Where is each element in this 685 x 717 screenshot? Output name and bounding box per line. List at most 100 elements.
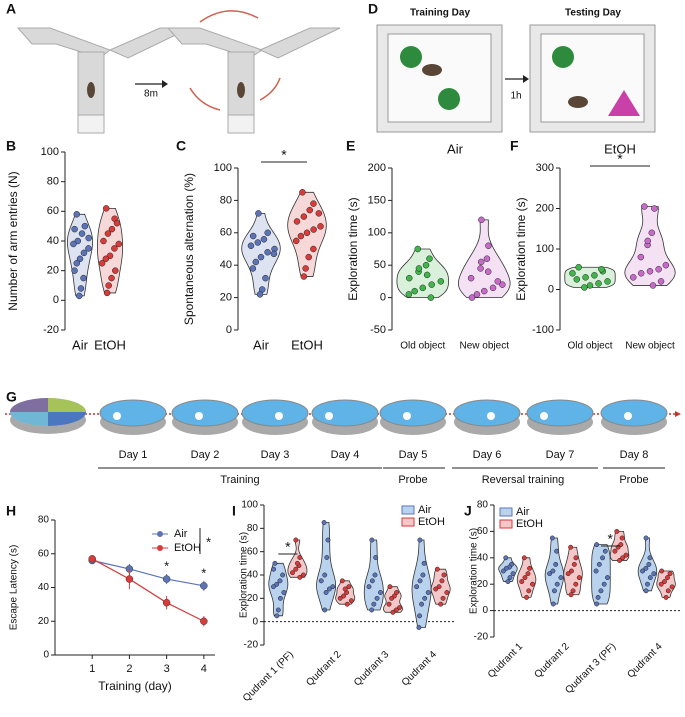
data-point — [393, 607, 399, 613]
data-point — [505, 579, 511, 585]
data-point — [594, 542, 600, 548]
data-point — [665, 588, 671, 594]
data-point — [324, 555, 330, 560]
data-point — [416, 625, 422, 630]
y-tick-label: -100 — [532, 324, 554, 336]
y-tick-label: -20 — [474, 632, 489, 643]
data-point — [342, 586, 348, 592]
data-point — [76, 292, 83, 300]
violin — [591, 544, 611, 605]
panel-label: I — [232, 503, 236, 519]
y-tick-label: 60 — [247, 546, 259, 557]
data-point — [419, 284, 426, 292]
data-point — [629, 274, 637, 281]
y-tick-label: -50 — [370, 324, 386, 336]
data-point — [299, 189, 306, 196]
data-point — [310, 200, 317, 207]
data-point — [576, 575, 582, 581]
violin — [287, 539, 308, 578]
data-point — [662, 579, 667, 585]
data-point — [526, 588, 532, 594]
legend-marker — [157, 531, 163, 537]
y-tick-label: 80 — [47, 176, 59, 188]
data-point — [310, 245, 317, 253]
data-point — [280, 572, 286, 578]
data-point — [554, 548, 560, 554]
data-point — [77, 285, 85, 292]
data-point — [113, 219, 121, 227]
y-tick-label: 50 — [374, 259, 386, 271]
series-line — [91, 558, 205, 622]
data-point — [249, 265, 257, 272]
data-point — [663, 594, 669, 600]
y-tick-label: 40 — [220, 259, 232, 271]
data-point — [293, 566, 299, 572]
y-tick-label: 0 — [482, 605, 488, 616]
data-point — [640, 568, 646, 574]
data-point — [484, 268, 492, 275]
y-tick-label: 20 — [38, 616, 50, 627]
legend-swatch — [401, 505, 415, 515]
data-point — [620, 555, 626, 561]
data-point — [254, 239, 262, 246]
data-point — [302, 265, 309, 272]
data-point — [200, 617, 208, 625]
significance: * — [201, 565, 206, 580]
y-tick-label: 0 — [53, 294, 59, 306]
data-point — [73, 211, 80, 218]
data-point — [571, 561, 577, 567]
data-point — [255, 210, 262, 217]
data-point — [575, 263, 582, 271]
data-point — [527, 565, 533, 571]
y-tick-label: 0 — [548, 283, 554, 295]
phase-label: Probe — [619, 474, 648, 486]
data-point — [623, 552, 629, 558]
data-point — [485, 242, 492, 250]
data-point — [417, 537, 423, 543]
data-point — [439, 578, 445, 584]
data-point — [645, 581, 650, 587]
data-point — [659, 568, 665, 574]
data-point — [658, 581, 664, 587]
x-tick-label: Air — [72, 337, 89, 352]
data-point — [322, 572, 328, 578]
platform — [195, 412, 203, 420]
data-point — [386, 601, 392, 607]
data-point — [411, 287, 418, 295]
data-point — [598, 266, 605, 273]
y-tick-label: 0 — [380, 292, 386, 304]
data-point — [390, 609, 396, 615]
pool-water — [99, 399, 167, 427]
data-point — [78, 230, 86, 237]
series-line — [92, 559, 204, 587]
legend-label: Air — [174, 528, 188, 540]
platform — [325, 412, 333, 420]
significance: * — [281, 147, 287, 163]
data-point — [530, 581, 535, 587]
panel-label: B — [6, 138, 16, 154]
data-point — [547, 571, 553, 577]
data-point — [428, 281, 435, 288]
data-point — [483, 255, 491, 262]
data-point — [346, 584, 352, 590]
panel-label: G — [6, 389, 17, 405]
box-title: Training Day — [410, 8, 470, 19]
data-point — [300, 213, 308, 220]
legend-swatch — [499, 507, 513, 517]
data-point — [494, 278, 502, 285]
legend-label: EtOH — [516, 518, 543, 530]
legend-swatch — [499, 519, 513, 529]
x-tick-label: 1 — [89, 663, 95, 675]
data-point — [477, 265, 484, 272]
data-point — [525, 571, 531, 577]
x-tick-label: 2 — [126, 663, 132, 675]
data-point — [440, 595, 446, 601]
data-point — [417, 613, 422, 619]
y-axis-label: Exploration time (s) — [239, 532, 250, 618]
data-point — [274, 581, 280, 587]
chart-title: Air — [447, 141, 464, 156]
y-tick-label: 0 — [226, 324, 232, 336]
y-tick-label: 0 — [43, 650, 49, 661]
data-point — [665, 575, 670, 581]
data-point — [436, 584, 442, 590]
